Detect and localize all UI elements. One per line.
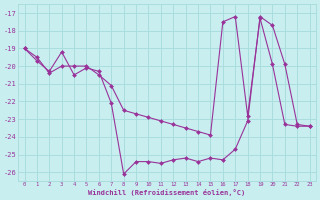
- X-axis label: Windchill (Refroidissement éolien,°C): Windchill (Refroidissement éolien,°C): [88, 189, 246, 196]
